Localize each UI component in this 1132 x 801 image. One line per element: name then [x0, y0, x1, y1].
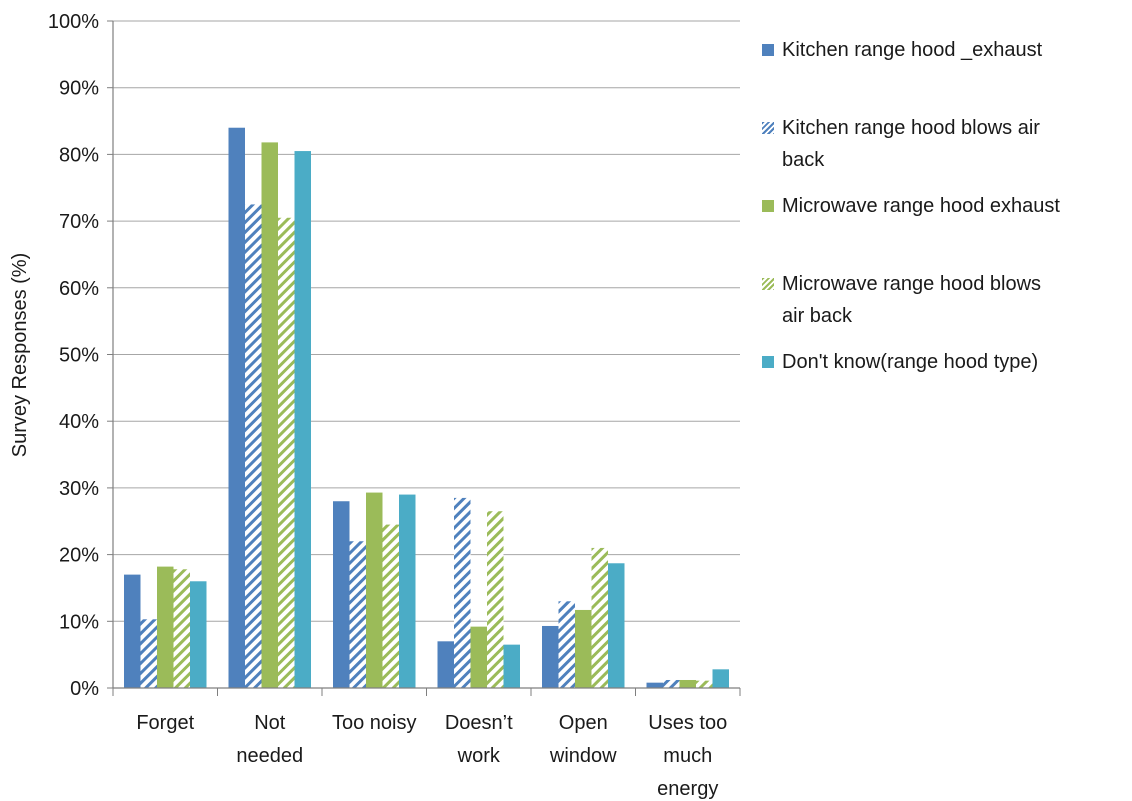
y-tick-label: 100%: [48, 11, 99, 33]
bar: [366, 492, 383, 688]
legend-label: Don't know(range hood type): [782, 351, 1039, 373]
bar: [454, 497, 471, 688]
bar: [663, 679, 680, 688]
bar: [294, 151, 311, 688]
bar: [608, 563, 625, 688]
y-tick-label: 60%: [59, 278, 99, 300]
bar: [245, 204, 262, 689]
bar: [575, 609, 592, 688]
legend-swatch: [762, 278, 774, 290]
y-tick-label: 0%: [70, 678, 99, 700]
y-axis-label: Survey Responses (%): [9, 253, 31, 458]
bar: [157, 566, 174, 688]
y-tick-label: 70%: [59, 211, 99, 233]
legend-swatch: [762, 44, 774, 56]
bar-chart: 0% 10% 20% 30% 40% 50% 60% 70% 80% 90% 100% Forget…: [9, 11, 741, 800]
bar: [558, 601, 575, 688]
legend-swatch: [762, 356, 774, 368]
bar: [470, 626, 487, 688]
bar: [190, 581, 207, 688]
bar: [646, 682, 663, 688]
y-tick-label: 80%: [59, 144, 99, 166]
bar: [124, 574, 141, 688]
x-axis-categories: Forget Not needed Too noisy Doesn’t work Open w…: [136, 712, 727, 800]
bar: [382, 524, 399, 688]
x-category-label: Too noisy: [332, 712, 417, 734]
legend-item: Kitchen range hood blows air back: [762, 114, 1122, 176]
legend-label: Kitchen range hood blows air back: [782, 117, 1040, 171]
bar: [712, 669, 729, 688]
legend-swatch: [762, 200, 774, 212]
y-tick-label: 20%: [59, 545, 99, 567]
bar: [278, 217, 295, 688]
legend-label: Kitchen range hood _exhaust: [782, 39, 1043, 61]
axes: [112, 21, 741, 696]
legend-item: Microwave range hood exhaust: [762, 192, 1122, 222]
x-category-label: Open window: [549, 712, 617, 767]
x-category-label: Not needed: [236, 712, 303, 767]
bar: [503, 644, 520, 688]
bar: [333, 501, 350, 688]
legend-item: Kitchen range hood _exhaust: [762, 36, 1122, 66]
y-tick-label: 10%: [59, 611, 99, 633]
bar: [487, 511, 504, 688]
bar: [679, 679, 696, 688]
bar: [437, 641, 454, 688]
bar: [696, 680, 713, 688]
bar: [591, 547, 608, 688]
y-tick-label: 30%: [59, 478, 99, 500]
legend-label: Microwave range hood exhaust: [782, 195, 1060, 217]
bar: [349, 541, 366, 688]
y-tick-label: 90%: [59, 78, 99, 100]
y-axis-ticks: 0% 10% 20% 30% 40% 50% 60% 70% 80% 90% 100%: [48, 11, 99, 700]
bar: [173, 569, 190, 688]
x-category-label: Uses too much energy: [648, 712, 727, 800]
bar: [228, 127, 245, 689]
legend-item: Don't know(range hood type): [762, 348, 1122, 378]
gridlines: [107, 20, 740, 689]
legend-swatch: [762, 122, 774, 134]
bar: [261, 142, 278, 689]
bar: [140, 619, 157, 688]
bar: [399, 494, 416, 688]
x-category-label: Forget: [136, 712, 194, 734]
bar: [542, 625, 559, 688]
x-category-label: Doesn’t work: [445, 712, 513, 767]
legend-item: Microwave range hood blows air back: [762, 270, 1122, 332]
legend-label: Microwave range hood blows air back: [782, 273, 1042, 327]
y-tick-label: 50%: [59, 345, 99, 367]
bars: [124, 127, 729, 689]
y-tick-label: 40%: [59, 411, 99, 433]
